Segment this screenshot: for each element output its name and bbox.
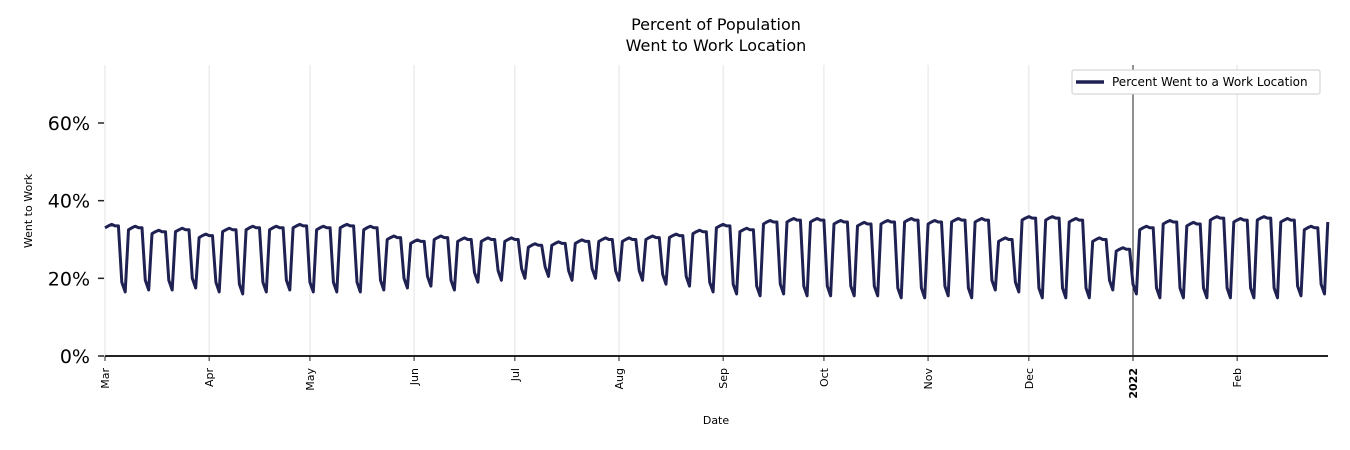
series-line-percent-went-to-work (104, 215, 1330, 300)
x-tick-label: Apr (203, 368, 216, 388)
x-tick-label: Feb (1231, 368, 1244, 387)
x-tick-label: Jul (509, 368, 522, 382)
gridlines (104, 65, 1238, 356)
y-axis-label: Went to Work (22, 173, 35, 248)
chart-title-line-1: Percent of Population (631, 15, 801, 34)
chart-title-line-2: Went to Work Location (626, 36, 807, 55)
y-tick-label: 20% (48, 268, 90, 290)
x-tick-label: Aug (613, 368, 626, 389)
y-tick-label: 40% (48, 191, 90, 213)
y-tick-label: 0% (60, 346, 90, 368)
x-tick-label: 2022 (1127, 368, 1140, 399)
x-axis-label: Date (703, 414, 730, 427)
x-tick-label: Mar (99, 368, 112, 389)
x-tick-label: Sep (717, 368, 730, 389)
legend: Percent Went to a Work Location (1071, 69, 1321, 95)
x-axis: Mar Apr May Jun Jul Aug Sep Oct Nov Dec 2022 Feb (99, 356, 1244, 399)
legend-label: Percent Went to a Work Location (1112, 75, 1308, 89)
x-tick-label: Jun (408, 368, 421, 386)
y-tick-label: 60% (48, 113, 90, 135)
x-tick-label: May (304, 368, 317, 391)
x-tick-label: Dec (1023, 368, 1036, 389)
x-tick-label: Nov (922, 368, 935, 390)
x-tick-label: Oct (818, 367, 831, 387)
y-axis: 0% 20% 40% 60% (48, 113, 104, 368)
